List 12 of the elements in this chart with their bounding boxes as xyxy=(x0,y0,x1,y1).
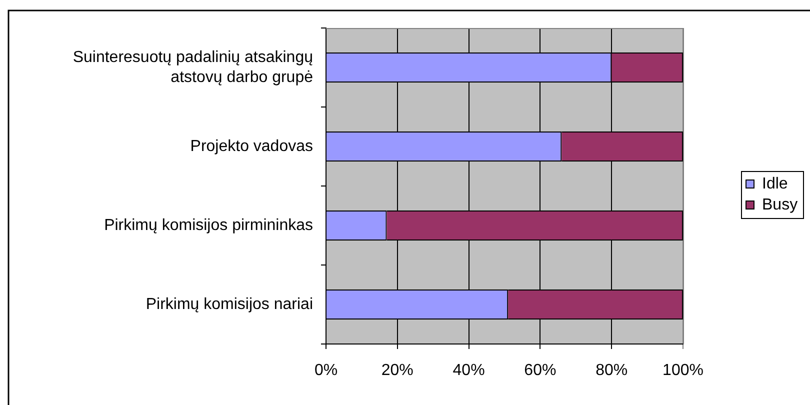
x-tick-label: 20% xyxy=(381,362,414,380)
y-tick-label: Suinteresuotų padalinių atsakingų atstovų darbo grupė xyxy=(72,48,314,86)
x-tick-label: 40% xyxy=(452,362,485,380)
y-tick-label: Projekto vadovas xyxy=(190,138,313,155)
x-tick-label: 60% xyxy=(524,362,556,380)
x-tick-label: 100% xyxy=(662,362,704,380)
legend-label: Idle xyxy=(762,175,788,192)
y-tick-label: Pirkimų komisijos nariai xyxy=(146,296,313,313)
y-tick-label: Pirkimų komisijos pirmininkas xyxy=(104,216,313,234)
legend-label: Busy xyxy=(762,196,798,214)
x-tick-label: 80% xyxy=(596,362,628,380)
x-tick-label: 0% xyxy=(314,362,338,380)
